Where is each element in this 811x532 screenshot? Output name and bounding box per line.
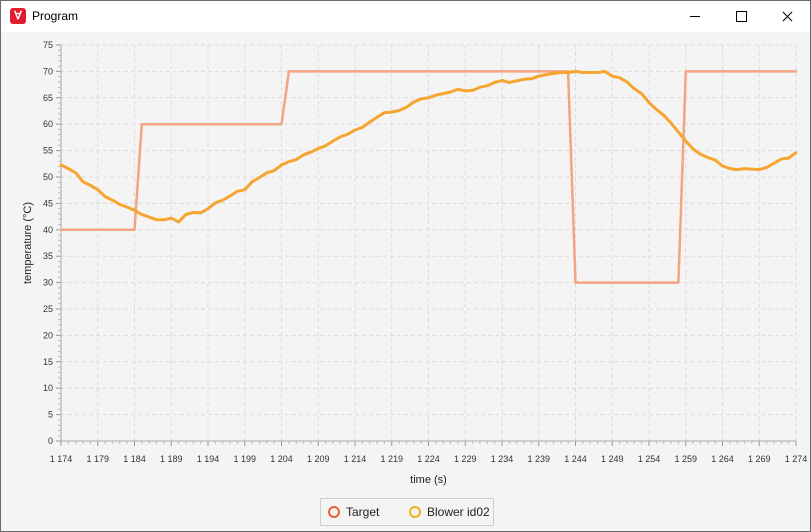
- y-tick-label: 70: [43, 66, 53, 76]
- y-tick-label: 5: [48, 410, 53, 420]
- y-tick-label: 50: [43, 172, 53, 182]
- y-tick-label: 35: [43, 251, 53, 261]
- title-bar[interactable]: Ɐ Program: [1, 1, 810, 32]
- y-tick-label: 30: [43, 278, 53, 288]
- legend-item-blower[interactable]: Blower id02: [409, 505, 490, 519]
- legend-label-blower: Blower id02: [427, 505, 490, 519]
- x-tick-label: 1 224: [417, 454, 440, 464]
- x-axis-title: time (s): [410, 474, 447, 486]
- chart-axes: 0 5 10 15 20 25 30 35 40 45 50 55 60 65 70 75 1 174 1 179…: [43, 40, 807, 464]
- y-tick-label: 60: [43, 119, 53, 129]
- x-tick-label: 1 174: [50, 454, 73, 464]
- y-tick-label: 40: [43, 225, 53, 235]
- temperature-chart: 0 5 10 15 20 25 30 35 40 45 50 55 60 65 70 75 1 174 1 179…: [22, 40, 807, 486]
- x-tick-label: 1 274: [785, 454, 808, 464]
- app-logo-icon: Ɐ: [10, 8, 26, 24]
- y-tick-label: 65: [43, 93, 53, 103]
- x-tick-label: 1 194: [197, 454, 220, 464]
- y-tick-label: 20: [43, 330, 53, 340]
- x-tick-label: 1 264: [711, 454, 734, 464]
- y-tick-label: 15: [43, 357, 53, 367]
- chart-legend: Target Blower id02: [320, 498, 494, 526]
- x-tick-label: 1 189: [160, 454, 183, 464]
- target-marker-icon: [328, 506, 340, 518]
- x-tick-label: 1 269: [748, 454, 771, 464]
- y-tick-label: 45: [43, 198, 53, 208]
- y-tick-label: 75: [43, 40, 53, 50]
- legend-item-target[interactable]: Target: [328, 505, 379, 519]
- x-tick-label: 1 229: [454, 454, 477, 464]
- y-tick-label: 0: [48, 436, 53, 446]
- y-tick-label: 25: [43, 304, 53, 314]
- x-tick-label: 1 254: [638, 454, 661, 464]
- x-tick-label: 1 259: [674, 454, 697, 464]
- minimize-button[interactable]: [672, 1, 718, 32]
- close-button[interactable]: [764, 1, 810, 32]
- x-tick-label: 1 239: [527, 454, 550, 464]
- maximize-button[interactable]: [718, 1, 764, 32]
- x-tick-label: 1 234: [491, 454, 514, 464]
- x-tick-label: 1 179: [86, 454, 109, 464]
- y-axis-title: temperature (°C): [22, 202, 34, 284]
- y-tick-label: 55: [43, 146, 53, 156]
- x-tick-label: 1 244: [564, 454, 587, 464]
- x-tick-label: 1 184: [123, 454, 146, 464]
- x-tick-label: 1 199: [233, 454, 256, 464]
- series-line-blower: [59, 69, 798, 224]
- x-tick-label: 1 204: [270, 454, 293, 464]
- y-tick-label: 10: [43, 383, 53, 393]
- x-tick-label: 1 219: [380, 454, 403, 464]
- x-tick-label: 1 249: [601, 454, 624, 464]
- blower-marker-icon: [409, 506, 421, 518]
- chart-series: [59, 69, 798, 284]
- x-tick-label: 1 214: [344, 454, 367, 464]
- x-tick-label: 1 209: [307, 454, 330, 464]
- legend-label-target: Target: [346, 505, 380, 519]
- series-line-target: [59, 70, 798, 284]
- window-title: Program: [32, 9, 79, 23]
